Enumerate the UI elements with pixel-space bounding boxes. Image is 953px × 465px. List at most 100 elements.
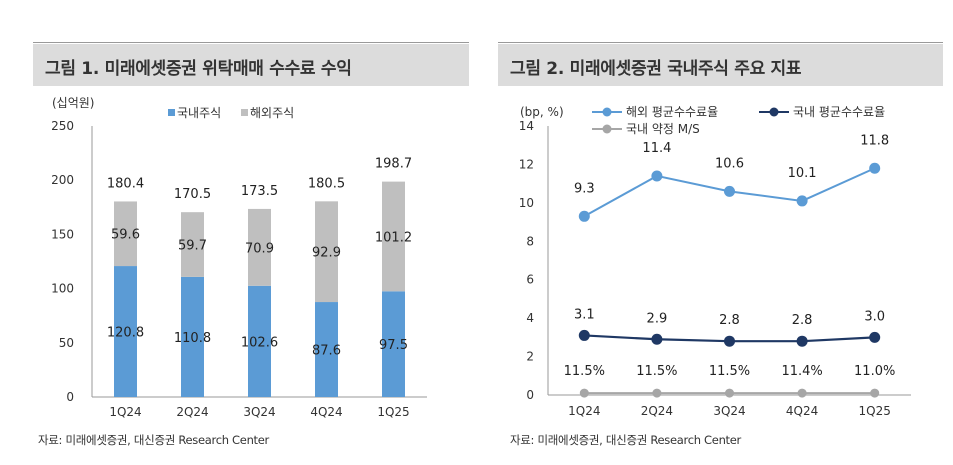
data-label-domestic: 110.8 <box>174 331 211 346</box>
series-point-domestic-fee <box>724 335 735 347</box>
series-point-domestic-fee <box>796 335 808 347</box>
legend-label-domestic-fee: 국내 평균수수료율 <box>793 105 885 119</box>
data-label-domestic-ms: 11.5% <box>564 364 605 379</box>
series-point-domestic-ms <box>797 388 807 398</box>
data-label-domestic: 102.6 <box>241 335 278 350</box>
figure-1-chart: (십억원) 0 50 100 150 200 250 국내주식 해외주식 120.8 59.6 180… <box>51 96 427 419</box>
x-tick-label: 2Q24 <box>176 405 208 419</box>
legend-marker-domestic-fee <box>769 107 779 117</box>
data-label-domestic-ms: 11.0% <box>854 364 895 379</box>
series-point-overseas-fee <box>724 185 735 197</box>
bar-overseas-1Q25 <box>382 181 405 292</box>
data-label-total: 170.5 <box>174 187 211 202</box>
data-label-domestic-fee: 3.1 <box>574 307 595 322</box>
y-tick-label: 10 <box>519 196 534 210</box>
bar-overseas-4Q24 <box>315 201 338 303</box>
series-point-overseas-fee <box>796 195 808 207</box>
series-point-domestic-ms <box>870 388 880 398</box>
series-point-domestic-ms <box>579 388 589 398</box>
x-tick-label: 2Q24 <box>641 404 673 418</box>
data-label-overseas: 59.7 <box>178 239 207 254</box>
bar-domestic-2Q24 <box>181 276 204 397</box>
data-label-overseas-fee: 10.6 <box>715 156 744 171</box>
y-tick-label: 250 <box>51 119 74 133</box>
data-label-overseas: 59.6 <box>111 228 140 243</box>
x-tick-label: 3Q24 <box>713 404 745 418</box>
bar-overseas-3Q24 <box>248 208 271 286</box>
data-label-total: 180.4 <box>107 176 144 191</box>
y-tick-label: 0 <box>66 390 74 404</box>
data-label-overseas-fee: 11.4 <box>642 141 671 156</box>
legend-label-domestic-ms: 국내 약정 M/S <box>626 121 700 136</box>
bar-domestic-3Q24 <box>248 285 271 397</box>
legend-label-overseas-fee: 해외 평균수수료율 <box>626 105 718 119</box>
bar-domestic-1Q25 <box>382 291 405 397</box>
data-label-domestic-fee: 2.8 <box>792 313 813 328</box>
series-point-overseas-fee <box>651 170 663 182</box>
y-tick-label: 4 <box>526 311 534 325</box>
series-point-domestic-fee <box>578 329 590 341</box>
legend-marker-overseas-fee <box>602 107 612 117</box>
x-tick-label: 3Q24 <box>243 405 275 419</box>
data-label-total: 180.5 <box>308 176 345 191</box>
x-tick-label: 1Q24 <box>568 404 600 418</box>
legend-swatch-domestic <box>168 109 175 116</box>
y-tick-label: 14 <box>519 119 534 133</box>
data-label-domestic-fee: 2.8 <box>719 313 740 328</box>
y-tick-label: 2 <box>526 350 534 364</box>
y-tick-label: 6 <box>526 273 534 287</box>
x-tick-label: 1Q25 <box>859 404 891 418</box>
series-point-domestic-fee <box>869 331 881 343</box>
data-label-overseas: 70.9 <box>245 241 274 256</box>
legend-label-domestic: 국내주식 <box>177 106 221 120</box>
y-tick-label: 50 <box>59 336 74 350</box>
x-tick-label: 4Q24 <box>786 404 818 418</box>
figure-2-title: 그림 2. 미래에셋증권 국내주식 주요 지표 <box>510 59 802 79</box>
figure-2-panel: 그림 2. 미래에셋증권 국내주식 주요 지표 (bp, %) 0 2 4 6 8 10 12… <box>478 0 953 465</box>
data-label-overseas: 101.2 <box>375 230 412 245</box>
data-label-total: 173.5 <box>241 184 278 199</box>
data-label-overseas-fee: 9.3 <box>574 181 595 196</box>
data-label-domestic-fee: 2.9 <box>647 311 668 326</box>
x-tick-label: 1Q24 <box>109 405 141 419</box>
bar-overseas-1Q24 <box>114 201 137 267</box>
figure-2-header: 그림 2. 미래에셋증권 국내주식 주요 지표 <box>498 44 943 86</box>
figure-2-source: 자료: 미래에셋증권, 대신증권 Research Center <box>510 433 741 447</box>
y-tick-label: 8 <box>526 234 534 248</box>
x-tick-label: 4Q24 <box>310 405 342 419</box>
legend-marker-domestic-ms <box>602 124 612 134</box>
bar-domestic-1Q24 <box>114 266 137 397</box>
data-label-domestic: 120.8 <box>107 326 144 341</box>
series-point-domestic-fee <box>651 333 663 345</box>
data-label-domestic-fee: 3.0 <box>864 309 885 324</box>
series-point-overseas-fee <box>869 162 881 174</box>
y-tick-label: 12 <box>519 157 534 171</box>
data-label-overseas-fee: 11.8 <box>860 133 889 148</box>
data-label-domestic-ms: 11.4% <box>781 364 822 379</box>
figure-1-top-rule <box>33 42 469 43</box>
series-point-domestic-ms <box>725 388 734 398</box>
series-point-domestic-ms <box>652 388 662 398</box>
data-label-domestic-ms: 11.5% <box>709 364 750 379</box>
data-label-domestic: 87.6 <box>312 344 341 359</box>
legend-label-overseas: 해외주식 <box>250 106 294 120</box>
figure-1-title: 그림 1. 미래에셋증권 위탁매매 수수료 수익 <box>45 59 352 79</box>
bar-overseas-2Q24 <box>181 212 204 277</box>
data-label-domestic: 97.5 <box>379 338 408 353</box>
figure-1-panel: 그림 1. 미래에셋증권 위탁매매 수수료 수익 (십억원) 0 50 100 150 2… <box>0 0 475 465</box>
figure-2-top-rule <box>498 42 943 43</box>
data-label-domestic-ms: 11.5% <box>636 364 677 379</box>
y-tick-label: 100 <box>51 282 74 296</box>
y-tick-label: 150 <box>51 227 74 241</box>
bar-domestic-4Q24 <box>315 302 338 397</box>
y-tick-label: 0 <box>526 388 534 402</box>
data-label-overseas-fee: 10.1 <box>788 166 817 181</box>
y-tick-label: 200 <box>51 173 74 187</box>
x-tick-label: 1Q25 <box>377 405 409 419</box>
legend-swatch-overseas <box>241 109 248 116</box>
data-label-overseas: 92.9 <box>312 246 341 261</box>
series-point-overseas-fee <box>578 210 590 222</box>
figure-1-header: 그림 1. 미래에셋증권 위탁매매 수수료 수익 <box>33 44 469 86</box>
y-axis-unit: (십억원) <box>52 96 94 110</box>
data-label-total: 198.7 <box>375 157 412 172</box>
